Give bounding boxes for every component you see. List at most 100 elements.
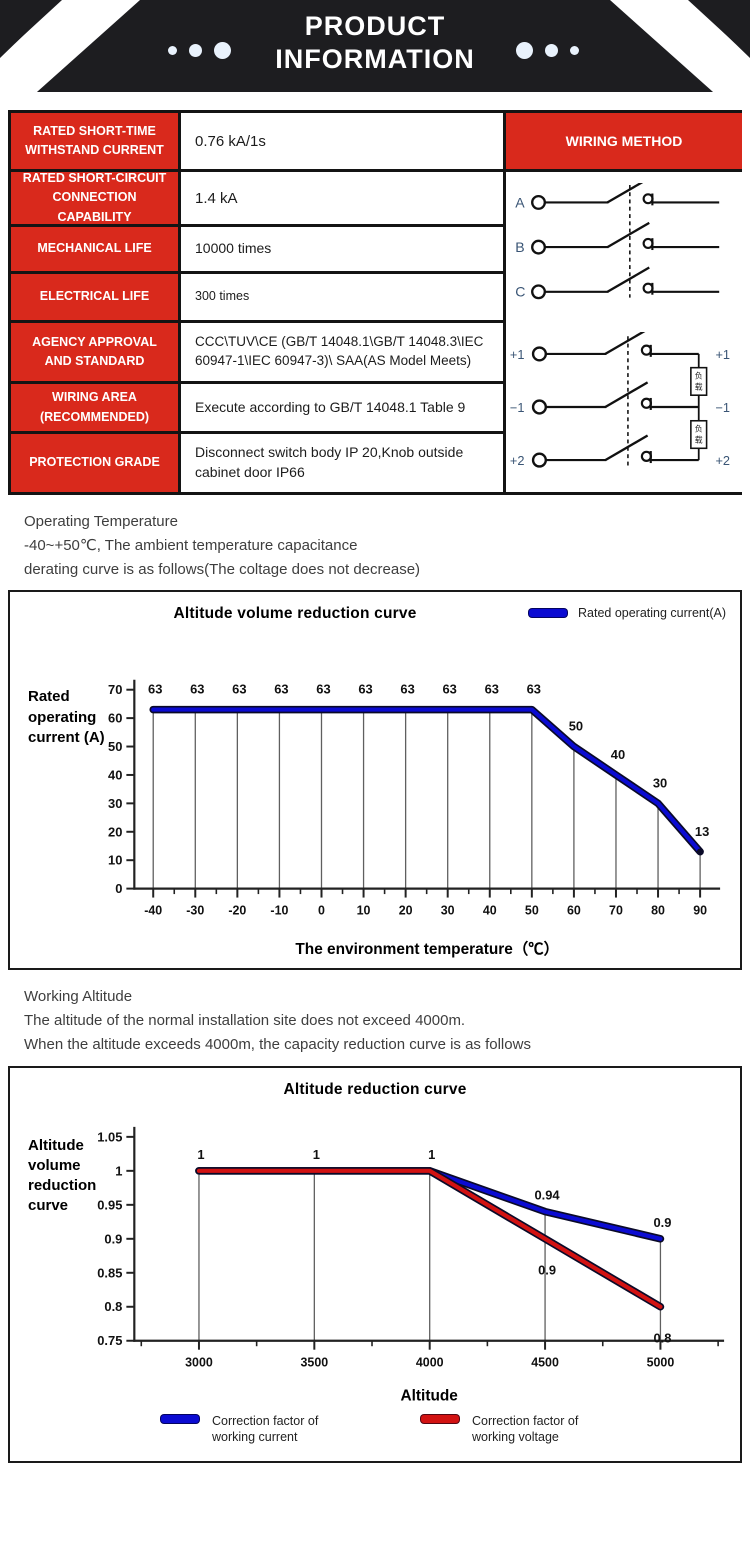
altitude-derating-plot: 0.75 0.8 0.85 0.9 0.95 1 1.05 3000 3500 4000 4500 5… [97,1126,725,1404]
altitude-volume-reduction-chart: Altitude volume reduction curve Rated op… [8,590,742,971]
page-title-line2: INFORMATION [275,43,475,74]
svg-text:63: 63 [190,682,204,697]
svg-text:1: 1 [313,1147,320,1162]
svg-text:20: 20 [399,904,413,918]
svg-text:-40: -40 [144,904,162,918]
load-box-label: 负 [695,370,703,380]
svg-text:5000: 5000 [647,1355,675,1369]
y-axis-title: Rated operating current (A) [28,688,105,746]
spec-label: RATED SHORT-TIME WITHSTAND CURRENT [11,113,178,169]
terminal-label-n1-right: −1 [715,399,730,414]
decor-dot [214,42,231,59]
svg-text:13: 13 [695,824,709,839]
load-box-label: 负 [695,423,703,433]
svg-text:-20: -20 [228,904,246,918]
y-axis-title: Altitude volume reduction curve [28,1136,97,1215]
spec-table: RATED SHORT-TIME WITHSTAND CURRENT 0.76 … [8,110,742,495]
terminal-label-a: A [515,194,525,210]
svg-text:63: 63 [274,682,288,697]
svg-text:1: 1 [197,1147,204,1162]
svg-text:30: 30 [108,796,122,811]
wiring-diagrams: A B C [506,172,742,492]
spec-value: Disconnect switch body IP 20,Knob outsid… [181,434,503,492]
svg-text:40: 40 [483,904,497,918]
svg-text:0.8: 0.8 [104,1299,122,1314]
operating-temperature-notes: Operating Temperature -40~+50℃, The ambi… [24,511,750,580]
svg-text:90: 90 [693,904,707,918]
load-box-label: 载 [695,381,703,391]
svg-text:1: 1 [115,1163,122,1178]
altitude-reduction-chart: Altitude reduction curve Altitude volume… [8,1065,742,1464]
spec-value: 1.4 kA [181,172,503,224]
decor-dot [516,42,533,59]
page-title-line1: PRODUCT [304,11,446,41]
terminal-label-p2-left: +2 [510,453,525,468]
spec-label: ELECTRICAL LIFE [11,274,178,320]
svg-text:0: 0 [318,904,325,918]
svg-text:63: 63 [148,682,162,697]
legend-swatch-voltage [420,1414,460,1425]
svg-text:63: 63 [485,682,499,697]
svg-text:30: 30 [653,776,667,791]
svg-text:0.8: 0.8 [653,1330,671,1345]
svg-text:63: 63 [527,682,541,697]
svg-text:-10: -10 [270,904,288,918]
decor-dots-left [168,42,231,59]
svg-text:50: 50 [108,739,122,754]
svg-text:30: 30 [441,904,455,918]
decor-dot [168,46,177,55]
chart-title: Altitude volume reduction curve [173,605,417,623]
terminal-label-p1-left: +1 [510,346,525,361]
svg-text:0.9: 0.9 [104,1231,122,1246]
svg-text:0.85: 0.85 [97,1265,122,1280]
page-title: PRODUCT INFORMATION [0,10,750,76]
legend-item-current: Correction factor of working current [160,1414,330,1445]
spec-label: PROTECTION GRADE [11,434,178,492]
working-altitude-notes: Working Altitude The altitude of the nor… [24,986,750,1055]
note-line: derating curve is as follows(The coltage… [24,560,421,578]
note-line: -40~+50℃, The ambient temperature capaci… [24,536,358,554]
legend-label: Correction factor of working current [212,1414,319,1444]
decor-dots-right [516,42,579,59]
legend-swatch-current [528,608,568,619]
legend-label: Rated operating current(A) [578,606,726,621]
svg-text:4000: 4000 [416,1355,444,1369]
svg-text:63: 63 [400,682,414,697]
decor-dot [189,44,202,57]
svg-text:10: 10 [108,853,122,868]
svg-text:63: 63 [358,682,372,697]
note-line: When the altitude exceeds 4000m, the cap… [24,1035,531,1053]
svg-text:80: 80 [651,904,665,918]
svg-text:-30: -30 [186,904,204,918]
spec-label: WIRING AREA (RECOMMENDED) [11,384,178,431]
svg-text:1.05: 1.05 [97,1129,122,1144]
svg-text:10: 10 [357,904,371,918]
terminal-label-c: C [515,283,525,299]
svg-text:4500: 4500 [531,1355,559,1369]
svg-text:0.9: 0.9 [653,1215,671,1230]
svg-text:63: 63 [232,682,246,697]
chart2-legend: Correction factor of working current Cor… [10,1408,740,1461]
chart-title: Altitude reduction curve [283,1080,467,1098]
svg-text:Altitude: Altitude [401,1387,459,1404]
svg-text:70: 70 [108,682,122,697]
svg-text:0.75: 0.75 [97,1333,122,1348]
spec-label: AGENCY APPROVAL AND STANDARD [11,323,178,381]
terminal-label-n1-left: −1 [510,399,525,414]
svg-text:63: 63 [316,682,330,697]
legend-swatch-current [160,1414,200,1425]
svg-text:40: 40 [108,768,122,783]
spec-label: MECHANICAL LIFE [11,227,178,271]
chart1-legend: Rated operating current(A) [528,606,726,620]
decor-dot [545,44,558,57]
svg-text:63: 63 [443,682,457,697]
spec-value: 0.76 kA/1s [181,113,503,169]
note-line: The altitude of the normal installation … [24,1012,466,1030]
page-header: PRODUCT INFORMATION [0,0,750,92]
svg-text:0: 0 [115,881,122,896]
svg-text:The environment temperature（℃）: The environment temperature（℃） [295,940,559,958]
spec-label: RATED SHORT-CIRCUIT CONNECTION CAPABILIT… [11,171,178,224]
svg-text:70: 70 [609,904,623,918]
terminal-label-p1-right: +1 [715,346,730,361]
spec-value: 300 times [181,274,503,320]
